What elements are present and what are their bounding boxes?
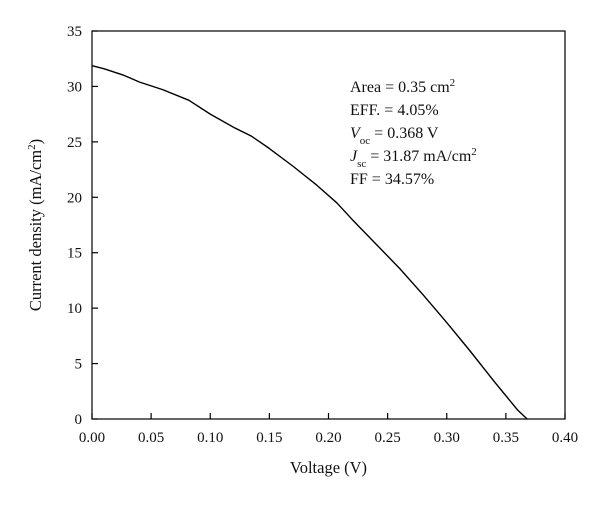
- x-tick-label: 0.10: [197, 430, 223, 446]
- x-tick-label: 0.40: [552, 430, 578, 446]
- y-tick-label: 15: [67, 246, 82, 262]
- annotation-part: sc: [357, 158, 366, 170]
- y-tick-label: 0: [75, 412, 83, 428]
- annotation-part: 2: [450, 77, 456, 89]
- y-tick-label: 20: [67, 190, 82, 206]
- annotation-part: 2: [471, 146, 477, 158]
- annotation-part: = 0.368 V: [370, 125, 439, 142]
- x-tick-label: 0.15: [256, 430, 282, 446]
- x-axis-title: Voltage (V): [290, 458, 367, 477]
- annotation-part: Area = 0.35 cm: [350, 79, 450, 96]
- annotation-line: EFF. = 4.05%: [350, 102, 439, 119]
- y-tick-label: 30: [67, 79, 82, 95]
- x-tick-label: 0.20: [315, 430, 341, 446]
- y-axis-title: Current density (mA/cm2): [26, 139, 45, 311]
- jv-curve-line: [91, 65, 528, 420]
- x-tick-label: 0.30: [434, 430, 460, 446]
- y-tick-label: 5: [75, 357, 83, 373]
- annotation-part: FF = 34.57%: [350, 171, 434, 188]
- annotation-part: EFF. = 4.05%: [350, 102, 439, 119]
- axes: 0.00 0.05 0.10 0.15 0.20 0.25 0.30 0.35 0.40 0 5 10…: [67, 24, 578, 446]
- y-axis-title-close: ): [26, 139, 45, 145]
- annotation-line: Voc = 0.368 V: [350, 125, 439, 147]
- x-tick-label: 0.05: [138, 430, 164, 446]
- series-layer: [91, 65, 528, 420]
- annotation-line: Jsc = 31.87 mA/cm2: [350, 146, 477, 170]
- annotation-line: Area = 0.35 cm2: [350, 77, 455, 96]
- x-tick-label: 0.35: [493, 430, 519, 446]
- y-axis-title-sup: 2: [26, 144, 38, 150]
- y-tick-label: 25: [67, 135, 82, 151]
- y-tick-label: 35: [67, 24, 82, 40]
- x-tick-label: 0.00: [79, 430, 105, 446]
- y-tick-label: 10: [67, 301, 82, 317]
- annotation-line: FF = 34.57%: [350, 171, 434, 188]
- annotation-part: V: [350, 125, 362, 142]
- x-tick-label: 0.25: [375, 430, 401, 446]
- annotation-part: = 31.87 mA/cm: [366, 148, 472, 165]
- y-axis-title-text: Current density (mA/cm: [26, 150, 45, 311]
- annotation-part: oc: [360, 135, 371, 147]
- annotation-part: J: [350, 148, 358, 165]
